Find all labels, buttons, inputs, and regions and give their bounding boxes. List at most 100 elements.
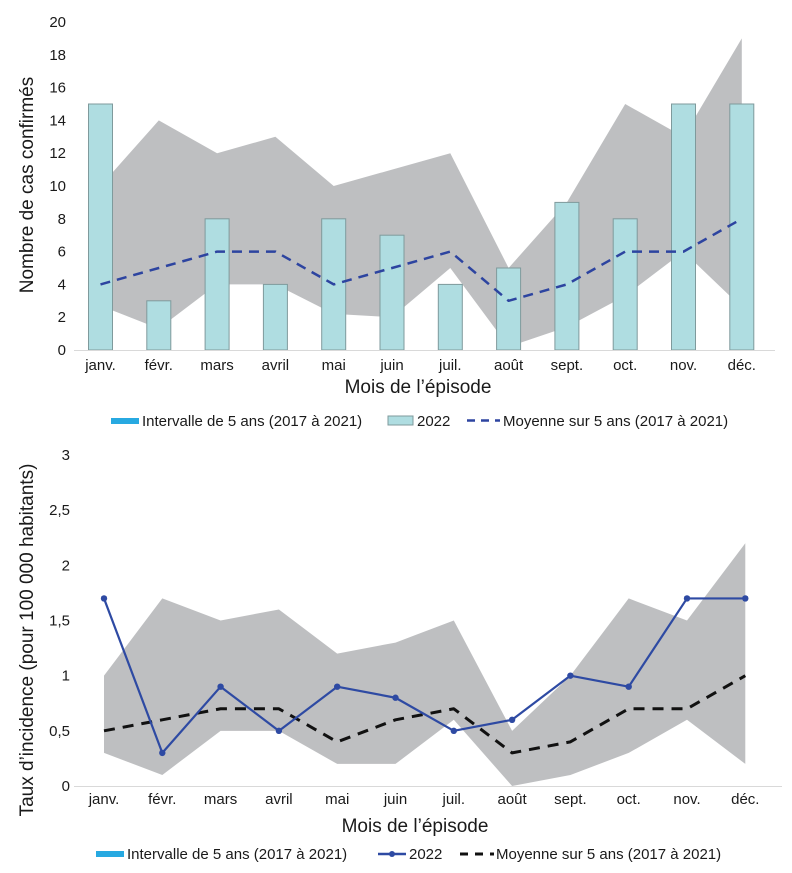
y-tick-labels: 0 2 4 6 8 10 12 14 16 18 20 bbox=[49, 14, 66, 359]
y-tick-label: 0,5 bbox=[49, 723, 70, 740]
data-point-2022[interactable] bbox=[683, 595, 691, 602]
x-axis-title: Mois de l’épisode bbox=[345, 377, 492, 398]
range-band bbox=[104, 543, 746, 786]
legend-swatch-band bbox=[96, 851, 124, 857]
mean-line bbox=[103, 674, 747, 755]
x-tick-label: nov. bbox=[673, 791, 700, 808]
legend-item-mean[interactable]: Moyenne sur 5 ans (2017 à 2021) bbox=[467, 413, 728, 430]
y-tick-label: 20 bbox=[49, 14, 66, 31]
x-tick-label: oct. bbox=[613, 357, 637, 374]
legend-item-band[interactable]: Intervalle de 5 ans (2017 à 2021) bbox=[96, 846, 347, 863]
x-tick-label: mars bbox=[204, 791, 237, 808]
x-tick-label: janv. bbox=[88, 791, 120, 808]
y-tick-labels: 0 0,5 1 1,5 2 2,5 3 bbox=[49, 447, 70, 795]
x-tick-label: févr. bbox=[148, 791, 176, 808]
bar-2022[interactable] bbox=[612, 218, 638, 351]
bar-2022[interactable] bbox=[554, 201, 580, 351]
y-tick-label: 2 bbox=[62, 557, 70, 574]
data-point-2022[interactable] bbox=[567, 672, 574, 679]
bar-2022[interactable] bbox=[88, 103, 113, 351]
line-2022 bbox=[102, 597, 746, 754]
legend-label-mean: Moyenne sur 5 ans (2017 à 2021) bbox=[503, 413, 728, 430]
x-tick-label: juin bbox=[379, 357, 403, 374]
x-tick-label: sept. bbox=[554, 791, 587, 808]
data-point-2022[interactable] bbox=[100, 595, 108, 602]
legend-label-band: Intervalle de 5 ans (2017 à 2021) bbox=[127, 846, 347, 863]
legend-item-band[interactable]: Intervalle de 5 ans (2017 à 2021) bbox=[111, 413, 362, 430]
x-axis-title: Mois de l’épisode bbox=[342, 816, 489, 837]
legend-label-band: Intervalle de 5 ans (2017 à 2021) bbox=[142, 413, 362, 430]
x-tick-label: mai bbox=[325, 791, 349, 808]
x-tick-label: nov. bbox=[670, 357, 697, 374]
x-tick-label: juil. bbox=[438, 357, 462, 374]
data-point-2022[interactable] bbox=[392, 694, 399, 701]
bar-2022[interactable] bbox=[496, 267, 522, 351]
legend-label-2022: 2022 bbox=[417, 413, 450, 430]
x-tick-labels: janv. févr. mars avril mai juin juil. août sept.… bbox=[84, 357, 756, 374]
y-axis-title: Taux d’incidence (pour 100 000 habitants… bbox=[17, 464, 38, 817]
band-layer bbox=[104, 543, 746, 786]
legend-item-2022[interactable]: 2022 bbox=[387, 413, 450, 430]
range-band bbox=[100, 38, 742, 347]
x-tick-labels: janv. févr. mars avril mai juin juil. août sept.… bbox=[88, 791, 760, 808]
chart-confirmed-cases: 0 2 4 6 8 10 12 14 16 18 20 janv. févr. mars avril mai… bbox=[17, 14, 775, 430]
mean-line-layer bbox=[100, 217, 743, 303]
mean-line-layer bbox=[103, 674, 747, 755]
bar-2022[interactable] bbox=[262, 283, 288, 351]
data-point-2022[interactable] bbox=[159, 749, 166, 757]
y-tick-label: 3 bbox=[62, 447, 70, 464]
bar-2022[interactable] bbox=[671, 103, 696, 351]
x-tick-label: sept. bbox=[551, 357, 584, 374]
y-tick-label: 12 bbox=[49, 145, 66, 162]
chart-incidence-rate: 0 0,5 1 1,5 2 2,5 3 janv. févr. mars avril mai juin… bbox=[17, 447, 782, 863]
data-point-2022[interactable] bbox=[450, 727, 457, 735]
bar-2022[interactable] bbox=[204, 218, 230, 351]
y-tick-label: 8 bbox=[58, 211, 66, 228]
bars-layer bbox=[88, 103, 755, 351]
legend-label-mean: Moyenne sur 5 ans (2017 à 2021) bbox=[496, 846, 721, 863]
x-tick-label: juil. bbox=[442, 791, 466, 808]
x-tick-label: août bbox=[497, 791, 527, 808]
bar-2022[interactable] bbox=[437, 283, 463, 351]
y-tick-label: 18 bbox=[49, 47, 66, 64]
legend: Intervalle de 5 ans (2017 à 2021) 2022 M… bbox=[96, 846, 721, 863]
y-tick-label: 4 bbox=[58, 276, 66, 293]
x-tick-label: déc. bbox=[728, 357, 756, 374]
x-tick-label: déc. bbox=[731, 791, 759, 808]
legend-swatch-bar bbox=[387, 415, 414, 426]
y-tick-label: 2,5 bbox=[49, 502, 70, 519]
legend-swatch-marker bbox=[389, 851, 395, 857]
legend-item-mean[interactable]: Moyenne sur 5 ans (2017 à 2021) bbox=[460, 846, 721, 863]
line-2022-layer bbox=[100, 595, 749, 757]
y-tick-label: 16 bbox=[49, 80, 66, 97]
data-point-2022[interactable] bbox=[275, 727, 283, 735]
y-tick-label: 0 bbox=[62, 778, 70, 795]
y-tick-label: 10 bbox=[49, 178, 66, 195]
legend-label-2022: 2022 bbox=[409, 846, 442, 863]
data-point-2022[interactable] bbox=[217, 683, 224, 690]
y-tick-label: 14 bbox=[49, 112, 66, 129]
x-tick-label: mai bbox=[322, 357, 346, 374]
bar-2022[interactable] bbox=[379, 234, 405, 351]
x-tick-label: avril bbox=[262, 357, 290, 374]
legend-swatch-band bbox=[111, 418, 139, 424]
x-tick-label: mars bbox=[200, 357, 233, 374]
x-tick-label: janv. bbox=[84, 357, 116, 374]
x-tick-label: avril bbox=[265, 791, 293, 808]
data-point-2022[interactable] bbox=[742, 595, 749, 602]
bar-2022[interactable] bbox=[146, 300, 172, 351]
x-tick-label: juin bbox=[383, 791, 407, 808]
x-tick-label: oct. bbox=[617, 791, 641, 808]
y-tick-label: 0 bbox=[58, 342, 66, 359]
data-point-2022[interactable] bbox=[508, 716, 516, 723]
bar-2022[interactable] bbox=[729, 103, 755, 351]
mean-line bbox=[100, 217, 743, 303]
x-tick-label: août bbox=[494, 357, 524, 374]
y-tick-label: 1,5 bbox=[49, 613, 70, 630]
y-tick-label: 6 bbox=[58, 244, 66, 261]
data-point-2022[interactable] bbox=[334, 683, 341, 690]
x-tick-label: févr. bbox=[145, 357, 173, 374]
band-layer bbox=[100, 38, 742, 347]
legend-item-2022[interactable]: 2022 bbox=[378, 846, 442, 863]
data-point-2022[interactable] bbox=[625, 683, 632, 690]
